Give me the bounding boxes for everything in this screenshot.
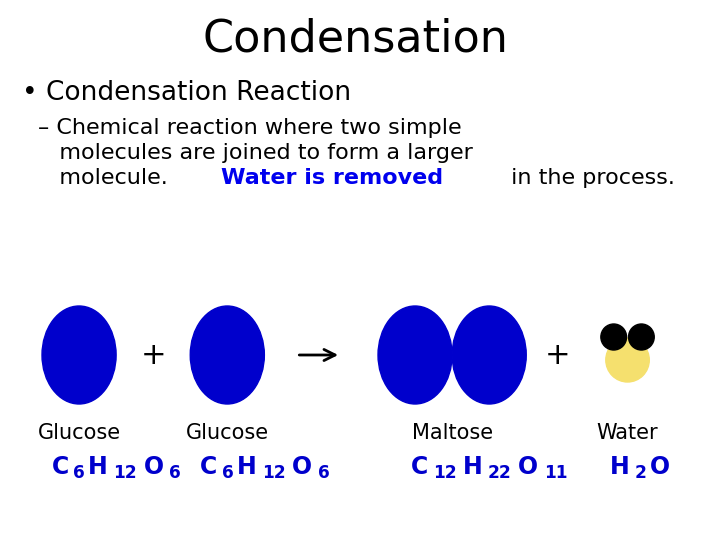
Text: 12: 12 [433, 464, 456, 482]
Text: 12: 12 [114, 464, 138, 482]
Text: H: H [610, 455, 629, 479]
Text: O: O [518, 455, 539, 479]
Text: Glucose: Glucose [37, 423, 121, 443]
Text: 2: 2 [635, 464, 647, 482]
Text: Glucose: Glucose [186, 423, 269, 443]
Text: O: O [292, 455, 312, 479]
Text: H: H [237, 455, 256, 479]
Text: C: C [410, 455, 428, 479]
Circle shape [629, 324, 654, 350]
Text: 6: 6 [222, 464, 233, 482]
Text: O: O [650, 455, 670, 479]
Text: 11: 11 [544, 464, 567, 482]
Text: 6: 6 [318, 464, 329, 482]
Text: • Condensation Reaction: • Condensation Reaction [22, 80, 351, 106]
Circle shape [606, 338, 649, 382]
Text: C: C [51, 455, 68, 479]
Text: Condensation: Condensation [203, 18, 509, 61]
Text: +: + [140, 341, 166, 369]
Text: 6: 6 [73, 464, 85, 482]
Text: H: H [89, 455, 108, 479]
Text: H: H [463, 455, 482, 479]
Text: Maltose: Maltose [412, 423, 492, 443]
Text: – Chemical reaction where two simple: – Chemical reaction where two simple [37, 118, 462, 138]
Text: C: C [199, 455, 217, 479]
Text: Water is removed: Water is removed [221, 168, 444, 188]
Ellipse shape [42, 306, 116, 404]
Text: molecules are joined to form a larger: molecules are joined to form a larger [37, 143, 472, 163]
Text: 22: 22 [488, 464, 512, 482]
Ellipse shape [452, 306, 526, 404]
Text: 6: 6 [169, 464, 181, 482]
Text: Water: Water [597, 423, 658, 443]
Text: molecule.: molecule. [37, 168, 181, 188]
Ellipse shape [190, 306, 264, 404]
Text: +: + [544, 341, 570, 369]
Text: 12: 12 [262, 464, 285, 482]
Text: O: O [144, 455, 164, 479]
Ellipse shape [378, 306, 452, 404]
Text: in the process.: in the process. [505, 168, 675, 188]
Circle shape [601, 324, 626, 350]
